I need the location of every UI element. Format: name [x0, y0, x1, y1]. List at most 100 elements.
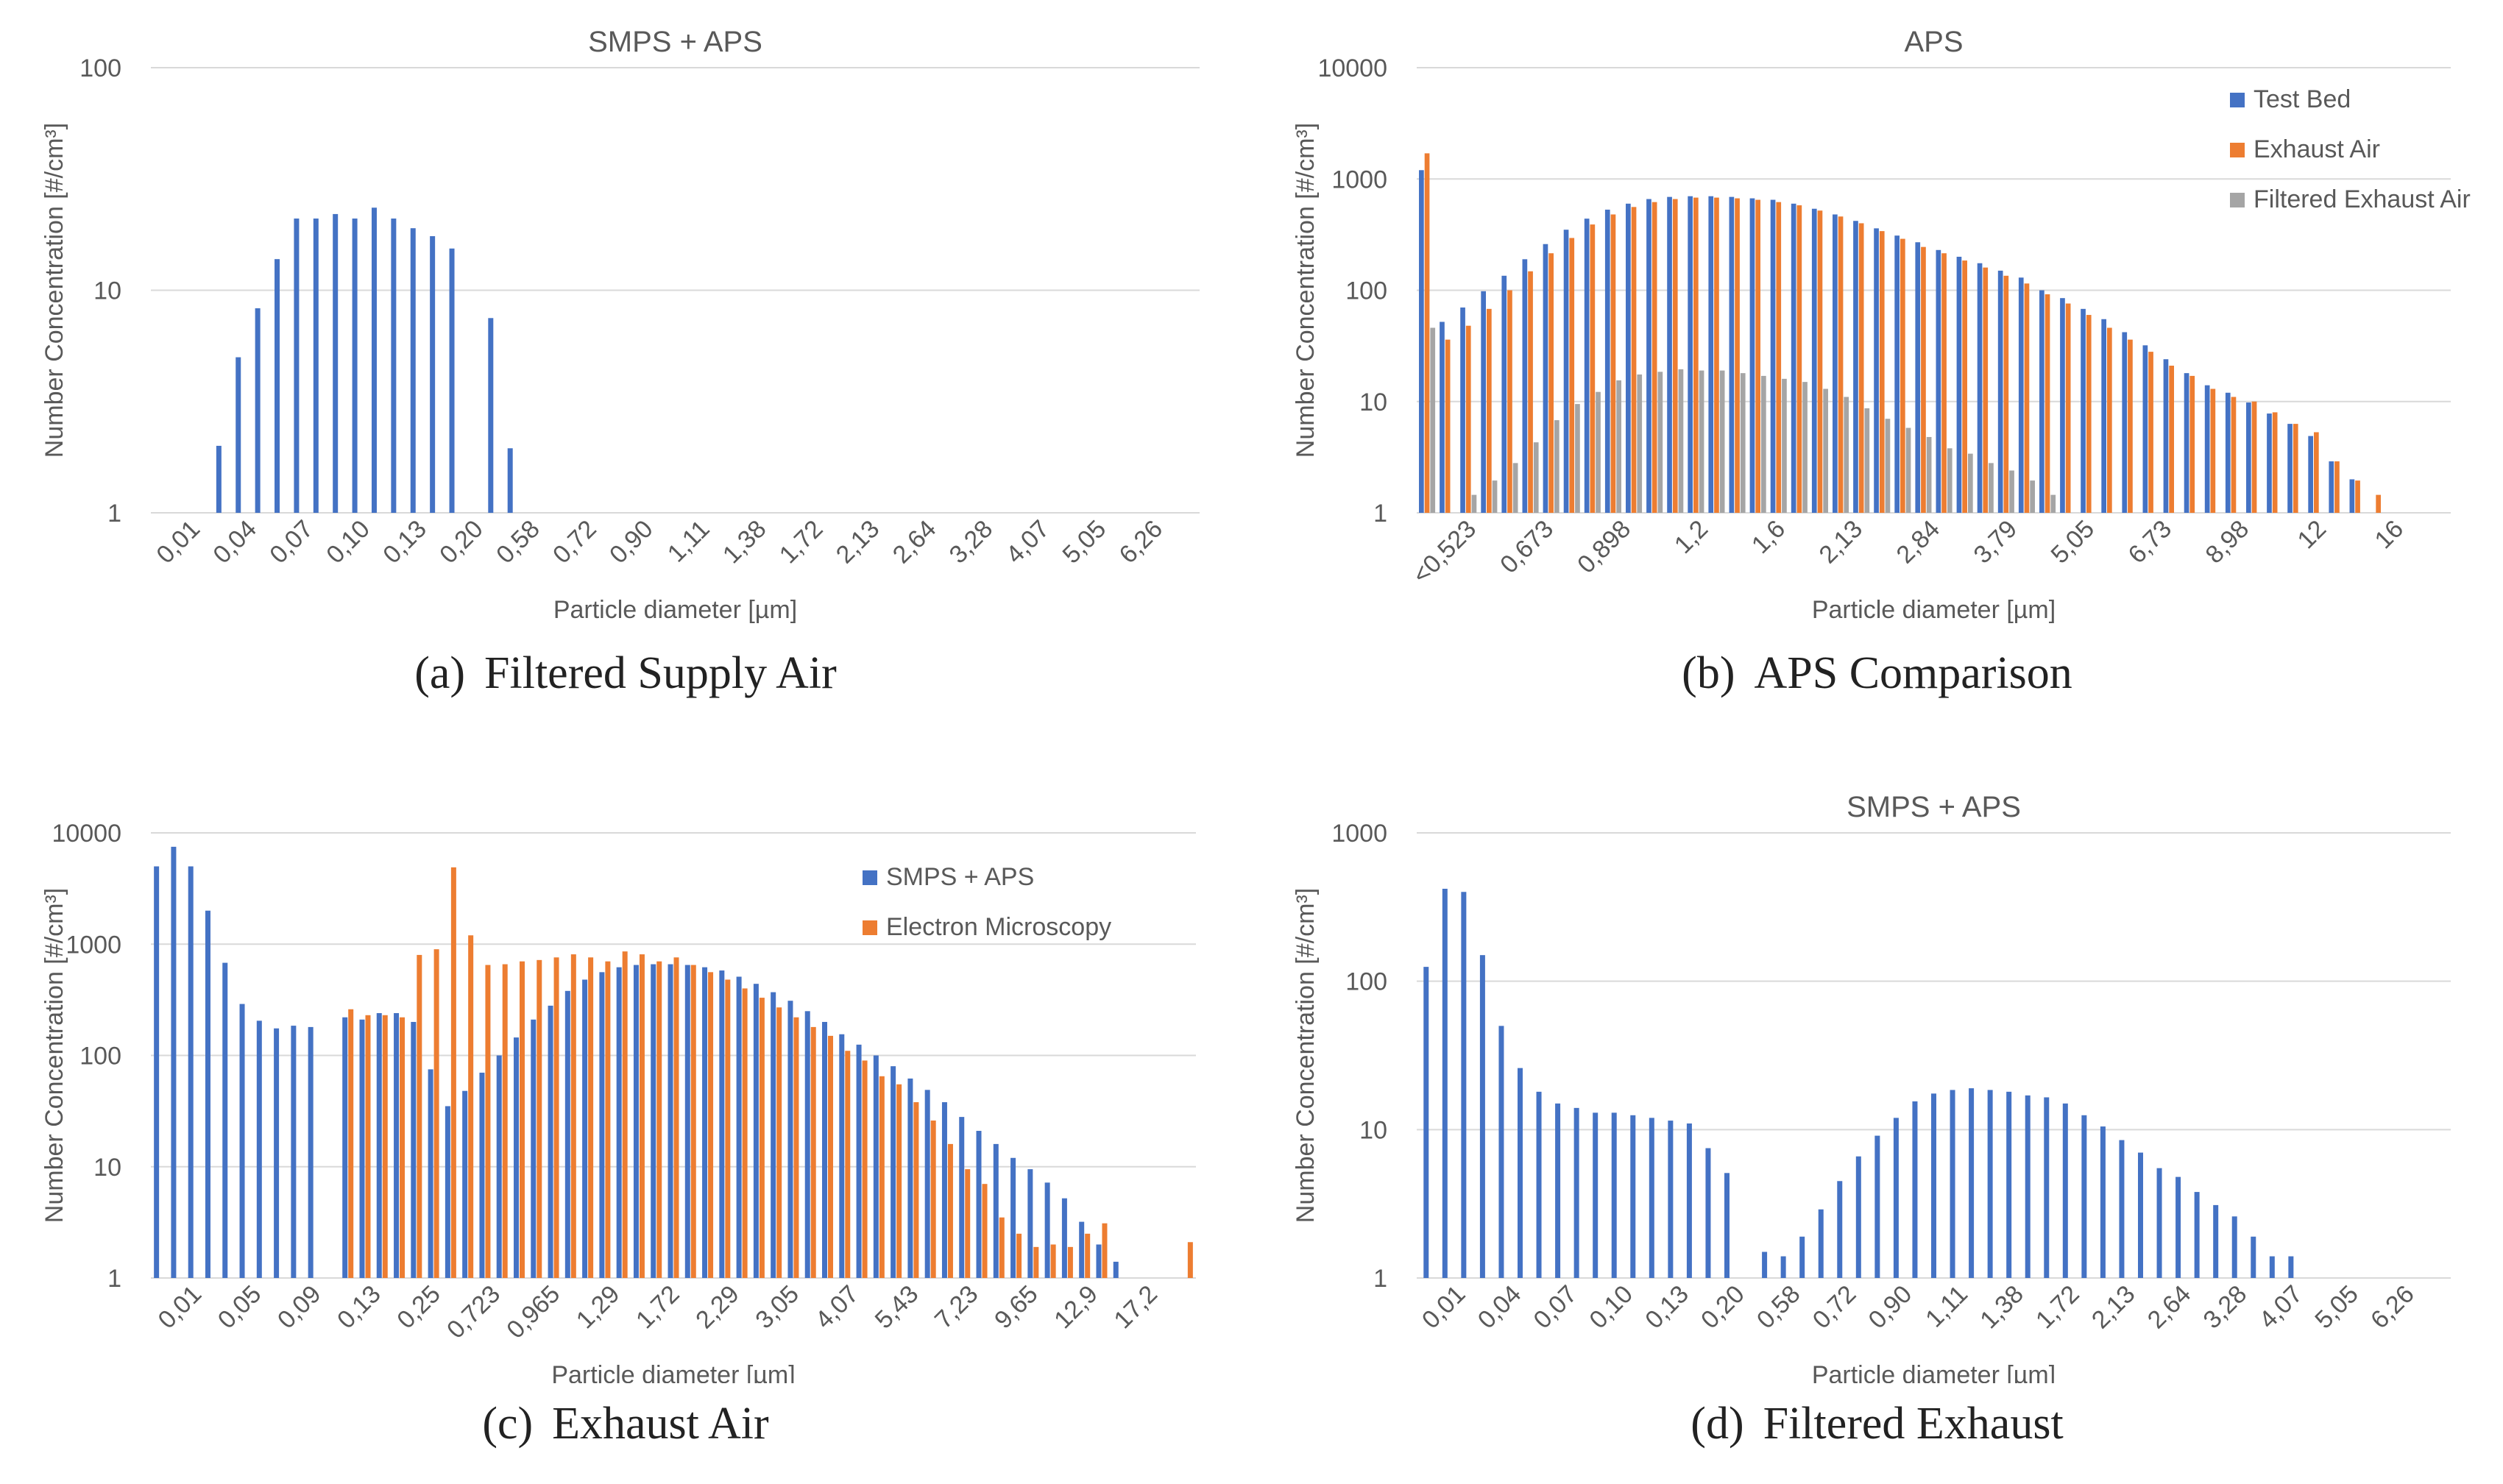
bar: [1874, 1135, 1880, 1278]
bar: [2231, 1216, 2237, 1278]
bar: [2204, 385, 2210, 513]
bar: [2288, 1256, 2294, 1278]
bar: [570, 954, 576, 1278]
bar: [1987, 1090, 1993, 1278]
x-tick-label: 6,26: [2365, 1280, 2420, 1335]
bar: [205, 910, 210, 1278]
bar: [2169, 366, 2174, 513]
bar: [633, 965, 639, 1278]
bar: [1487, 308, 1492, 513]
bar: [1536, 1091, 1542, 1278]
caption-a-label: (a): [414, 648, 466, 698]
x-tick-label: 0,01: [151, 515, 205, 569]
panel-filtered-exhaust: 1 10 100 1000 0,01 0,04 0,07 0,10 0,13 0,20 0,58 0,…: [1251, 750, 2503, 1484]
bar: [753, 984, 759, 1278]
bar: [651, 964, 656, 1278]
bar: [999, 1217, 1005, 1278]
bar: [1626, 203, 1631, 513]
bar: [804, 1011, 810, 1278]
bar: [2272, 412, 2278, 513]
bar: [519, 961, 525, 1278]
bar: [582, 979, 588, 1278]
caption-c-text: Exhaust Air: [552, 1399, 769, 1449]
bar: [1481, 291, 1487, 513]
bar: [1575, 404, 1580, 513]
bar: [216, 445, 222, 513]
x-tick-label: 5,05: [2045, 515, 2100, 569]
bar: [605, 961, 611, 1278]
bar: [1651, 202, 1657, 513]
bar: [1555, 1103, 1561, 1278]
chart-c: 1 10 100 1000 10000 0,01 0,05 0,09 0,13 0,250,723…: [40, 820, 1196, 1383]
bar: [428, 1069, 433, 1278]
legend-swatch: [863, 870, 877, 885]
bar: [907, 1078, 913, 1278]
legend-swatch: [2230, 93, 2245, 107]
bar: [1947, 448, 1953, 513]
x-tick-label: 1,72: [631, 1280, 685, 1335]
bar: [410, 228, 416, 513]
bar: [564, 990, 570, 1278]
bar: [222, 962, 228, 1278]
bar: [2065, 303, 2071, 513]
bar: [1016, 1233, 1022, 1278]
x-tick-label: 1,6: [1746, 515, 1791, 559]
bar: [1563, 230, 1569, 513]
x-tick-label: 2,13: [831, 515, 885, 569]
x-tick-label: 7,23: [930, 1280, 984, 1335]
bar: [291, 1026, 297, 1278]
bar: [1610, 214, 1616, 513]
x-tick-label: 0,04: [1473, 1280, 1527, 1335]
x-tick-label: 17,2: [1108, 1280, 1163, 1335]
y-axis-title: Number Concentration [#/cm³]: [1292, 123, 1320, 458]
bar: [2039, 290, 2044, 513]
bar: [255, 308, 261, 513]
bar: [1760, 375, 1766, 513]
caption-d: (d) Filtered Exhaust: [1251, 1398, 2503, 1450]
x-tick-label: 0,05: [213, 1280, 267, 1335]
bar: [771, 992, 776, 1278]
caption-b: (b) APS Comparison: [1251, 647, 2503, 700]
bar: [411, 1021, 417, 1278]
bar: [365, 1015, 371, 1278]
x-tick-label: 1,2: [1669, 515, 1713, 559]
bar: [856, 1044, 862, 1278]
bar: [2329, 461, 2334, 513]
bar: [2293, 424, 2298, 513]
legend-label: Exhaust Air: [2254, 135, 2380, 163]
x-tick-label: 9,65: [989, 1280, 1044, 1335]
bar: [450, 867, 456, 1278]
bar: [1719, 370, 1725, 513]
bar: [1708, 196, 1714, 513]
bar: [1962, 260, 1967, 513]
x-tick-label: 0,13: [332, 1280, 386, 1335]
bar: [1811, 208, 1817, 513]
bar: [879, 1076, 885, 1278]
bar: [1604, 209, 1610, 513]
bar: [2156, 1168, 2162, 1278]
bar: [2025, 1095, 2031, 1278]
bar: [2194, 1192, 2200, 1278]
bar: [1864, 408, 1870, 513]
bar: [1912, 1101, 1918, 1278]
x-tick-label: 12: [2293, 515, 2332, 555]
bar: [1740, 373, 1746, 513]
bar: [1688, 196, 1693, 513]
bar: [1027, 1169, 1033, 1278]
bar: [2044, 1097, 2050, 1278]
bar: [1936, 249, 1941, 513]
bar: [2314, 432, 2319, 513]
bar: [1471, 494, 1477, 513]
chart-b-container: 1 10 100 1000 10000 <0,523 0,673 0,898 1,2 1,6 2,1…: [1251, 0, 2503, 633]
x-tick-label: 0,72: [548, 515, 602, 569]
caption-c-label: (c): [482, 1399, 534, 1449]
bar: [496, 1055, 502, 1278]
bar: [1569, 238, 1575, 513]
bar: [959, 1117, 965, 1278]
y-tick-label: 1000: [66, 931, 121, 959]
bar: [2189, 375, 2195, 513]
x-tick-label: 0,20: [1696, 1280, 1750, 1335]
caption-b-label: (b): [1682, 648, 1735, 698]
bar: [1423, 967, 1429, 1278]
bar: [2308, 436, 2314, 513]
